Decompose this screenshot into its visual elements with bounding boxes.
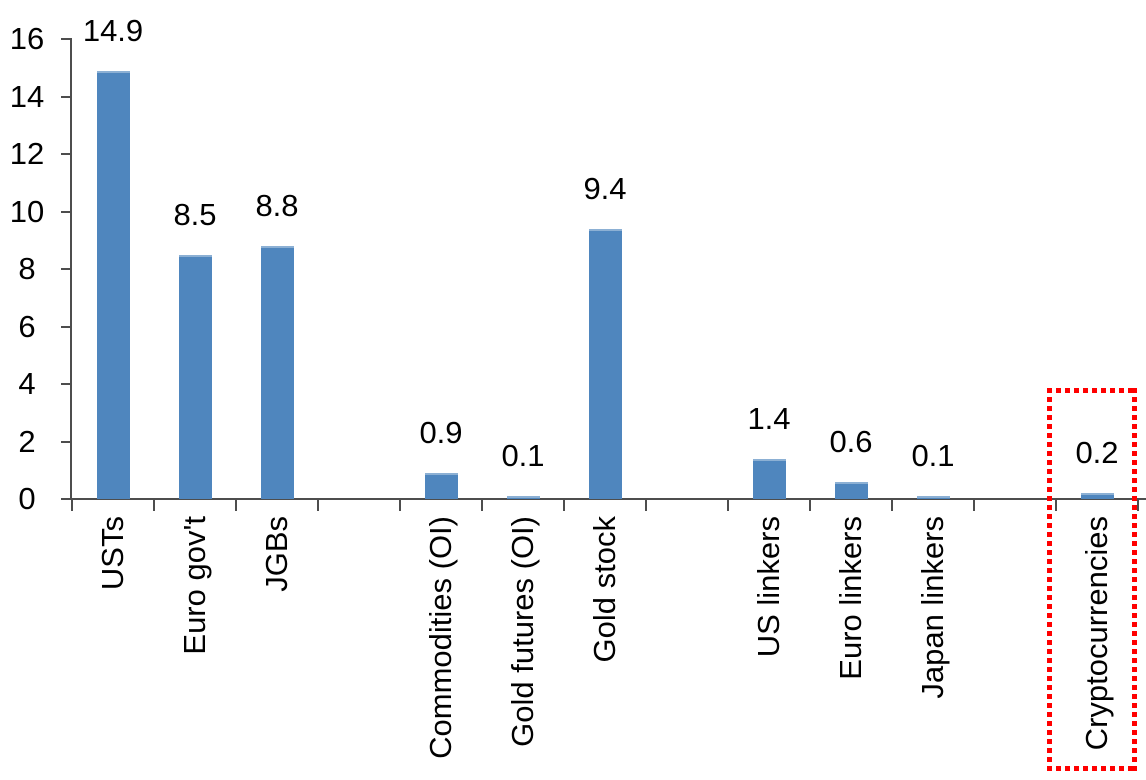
bar-euro-gov-t <box>178 254 212 499</box>
category-label-jgbs: JGBs <box>259 516 295 592</box>
value-label-us-linkers: 1.4 <box>747 400 791 436</box>
y-tick-mark <box>61 268 72 270</box>
x-axis <box>70 498 1146 500</box>
x-tick-mark <box>317 499 319 511</box>
bar-us-linkers <box>752 458 786 499</box>
category-label-gold-stock: Gold stock <box>587 516 623 663</box>
y-tick-mark <box>61 210 72 213</box>
y-tick-label: 12 <box>9 136 45 171</box>
x-tick-mark <box>645 499 647 511</box>
bar-euro-linkers <box>834 481 868 499</box>
value-label-jgbs: 8.8 <box>255 188 299 223</box>
x-tick-mark <box>399 499 401 511</box>
y-tick-mark <box>61 383 72 385</box>
value-label-euro-gov-t: 8.5 <box>173 196 217 232</box>
category-label-us-linkers: US linkers <box>751 516 787 658</box>
y-tick-mark <box>61 153 72 155</box>
x-tick-mark <box>71 499 73 511</box>
x-tick-mark <box>727 499 729 511</box>
x-tick-mark <box>809 499 811 511</box>
x-tick-mark <box>235 499 237 511</box>
y-tick-label: 2 <box>18 423 36 459</box>
value-label-euro-linkers: 0.6 <box>829 423 873 459</box>
x-tick-mark <box>891 499 893 511</box>
y-tick-mark <box>61 325 72 328</box>
y-tick-mark <box>61 498 72 500</box>
x-tick-mark <box>563 499 565 511</box>
bar-commodities-oi <box>424 473 458 499</box>
y-tick-mark <box>61 38 72 40</box>
highlight-box-cryptocurrencies <box>1047 388 1137 771</box>
y-tick-label: 4 <box>18 366 36 401</box>
y-tick-label: 8 <box>18 251 36 286</box>
x-tick-mark <box>1137 499 1139 511</box>
value-label-commodities-oi: 0.9 <box>419 415 463 451</box>
x-tick-mark <box>973 499 975 511</box>
value-label-usts: 14.9 <box>82 12 144 48</box>
x-tick-mark <box>481 499 483 511</box>
category-label-gold-futures-oi: Gold futures (OI) <box>505 516 541 747</box>
value-label-japan-linkers: 0.1 <box>911 438 955 474</box>
bar-gold-futures-oi <box>506 496 540 499</box>
bar-usts <box>96 70 130 499</box>
y-tick-mark <box>61 95 72 98</box>
y-tick-label: 14 <box>9 78 45 114</box>
category-label-euro-linkers: Euro linkers <box>833 516 869 680</box>
category-label-usts: USTs <box>95 516 131 591</box>
bar-gold-stock <box>588 228 622 499</box>
category-label-euro-gov-t: Euro gov't <box>177 516 213 655</box>
bar-jgbs <box>260 246 294 499</box>
value-label-gold-stock: 9.4 <box>583 170 627 206</box>
category-label-commodities-oi: Commodities (OI) <box>423 516 459 759</box>
y-tick-label: 10 <box>9 193 45 229</box>
y-tick-label: 6 <box>18 308 36 344</box>
y-tick-label: 16 <box>9 21 45 56</box>
y-tick-mark <box>61 440 72 443</box>
y-tick-label: 0 <box>18 481 36 516</box>
category-label-japan-linkers: Japan linkers <box>915 516 951 699</box>
x-tick-mark <box>153 499 155 511</box>
bar-japan-linkers <box>916 496 950 499</box>
value-label-gold-futures-oi: 0.1 <box>501 438 545 474</box>
